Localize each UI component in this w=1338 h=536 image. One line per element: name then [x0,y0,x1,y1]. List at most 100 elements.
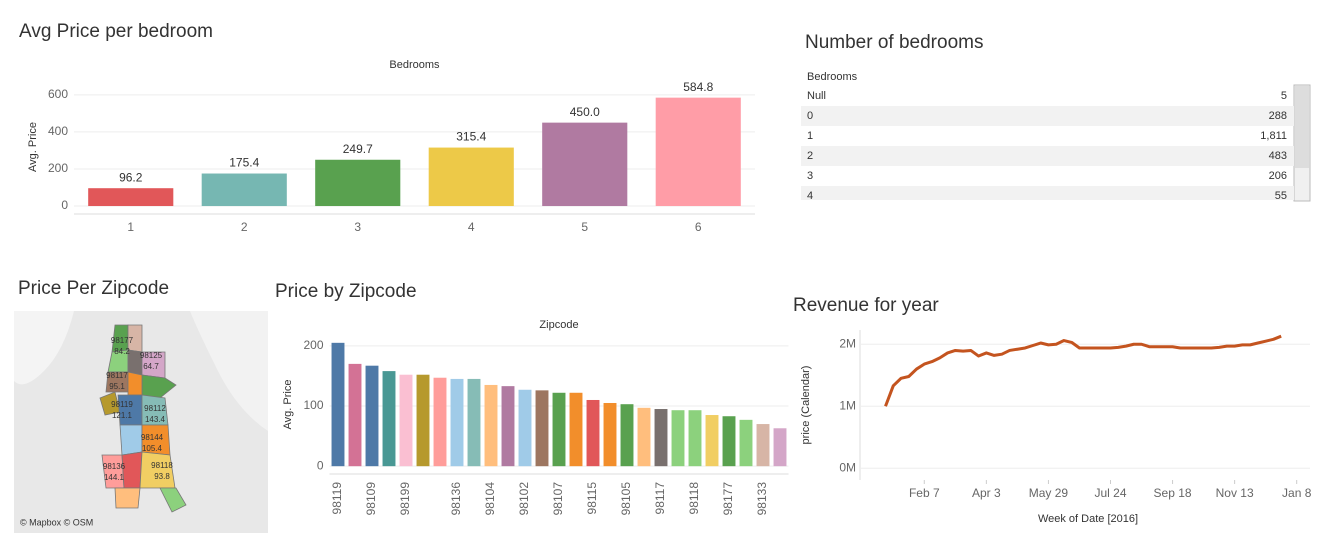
table-cell: 5 [1281,90,1287,102]
x-tick-label: 98177 [721,482,735,516]
bar [637,407,651,467]
bar [484,384,498,467]
value-label: 315.4 [456,130,486,144]
line-series [884,334,1282,407]
bar [756,424,770,467]
bar [399,374,413,467]
bar [620,404,634,467]
map-zip-label: 98136 [103,462,126,471]
y-axis-label: Avg. Price [27,122,39,172]
table-cell: Null [807,90,826,102]
map-value-label: 84.2 [114,347,130,356]
bar [365,365,379,467]
value-label: 96.2 [119,170,143,184]
table-cell: 1,811 [1260,130,1287,142]
x-tick-label: 98119 [330,482,344,515]
row-shade [801,186,1294,200]
map-zip-label: 98118 [151,461,173,470]
y-tick-label: 400 [48,124,68,138]
table [1293,84,1311,202]
bar [331,342,345,467]
bar [382,371,396,467]
y-tick-label: 2M [839,336,856,350]
table-header: Bedrooms [807,71,858,83]
row-shade [801,146,1294,166]
map-zip-label: 98117 [106,371,128,380]
x-tick-label: Feb 7 [909,486,940,500]
x-tick-label: 98136 [449,482,463,516]
table-cell: 288 [1269,110,1287,122]
x-tick-label: Apr 3 [972,486,1001,500]
x-tick-label: 6 [695,220,702,234]
x-tick-label: 98105 [619,482,633,516]
x-tick-label: Jan 8 [1282,486,1312,500]
y-tick-label: 600 [48,87,68,101]
bar [671,410,685,467]
bar [552,392,566,467]
y-tick-label: 0 [317,458,324,472]
map-value-label: 64.7 [143,362,159,371]
bar [603,402,617,467]
bar [535,390,549,467]
bar [348,363,362,467]
table-cell: 4 [807,190,813,202]
bar [739,419,753,467]
map-value-label: 144.1 [104,473,125,482]
map-title: Price Per Zipcode [18,278,169,299]
bar [688,410,702,467]
value-label: 249.7 [343,142,373,156]
map-water [14,311,74,385]
bar [705,415,719,467]
bar [467,378,481,467]
x-tick-label: 98102 [517,482,531,516]
x-tick-label: 2 [241,220,248,234]
x-tick-label: 98133 [755,482,769,516]
bar [450,378,464,467]
table-cell: 2 [807,150,813,162]
x-tick-label: 98109 [364,482,378,516]
x-tick-label: 3 [354,220,361,234]
y-tick-label: 1M [839,398,856,412]
bar [542,122,628,207]
bar [428,147,514,207]
map-zip-label: 98125 [140,351,163,360]
y-axis-label: Avg. Price [282,380,294,430]
x-tick-label: 98199 [398,482,412,516]
y-tick-label: 100 [303,398,323,412]
bar [201,173,287,207]
value-label: 584.8 [683,80,713,94]
x-tick-label: 98117 [653,482,667,515]
x-tick-label: 98118 [687,482,701,515]
y-tick-label: 200 [48,161,68,175]
bar [722,416,736,467]
x-tick-label: 98104 [483,482,497,516]
chart-title: Price by Zipcode [275,281,417,302]
table-cell: 206 [1269,170,1287,182]
value-label: 450.0 [570,105,600,119]
bar [654,409,668,467]
table-cell: 3 [807,170,813,182]
bar [518,389,532,467]
bar [315,159,401,207]
x-tick-label: 1 [127,220,134,234]
chart-title: Revenue for year [793,295,939,316]
value-label: 175.4 [229,156,259,170]
map-value-label: 93.8 [154,472,170,481]
x-tick-label: 98107 [551,482,565,516]
y-tick-label: 0M [839,460,856,474]
chart-title: Avg Price per bedroom [19,21,213,42]
table-cell: 1 [807,130,813,142]
table-cell: 55 [1275,190,1287,202]
bar [88,188,174,207]
x-tick-label: May 29 [1029,486,1069,500]
scrollbar-thumb [1295,86,1309,168]
bar [501,386,515,467]
x-axis-label: Zipcode [539,319,578,331]
x-tick-label: 4 [468,220,475,234]
map [14,311,268,533]
map-water [190,311,268,431]
y-axis-label: price (Calendar) [800,366,812,445]
y-tick-label: 0 [61,198,68,212]
bar [586,399,600,467]
